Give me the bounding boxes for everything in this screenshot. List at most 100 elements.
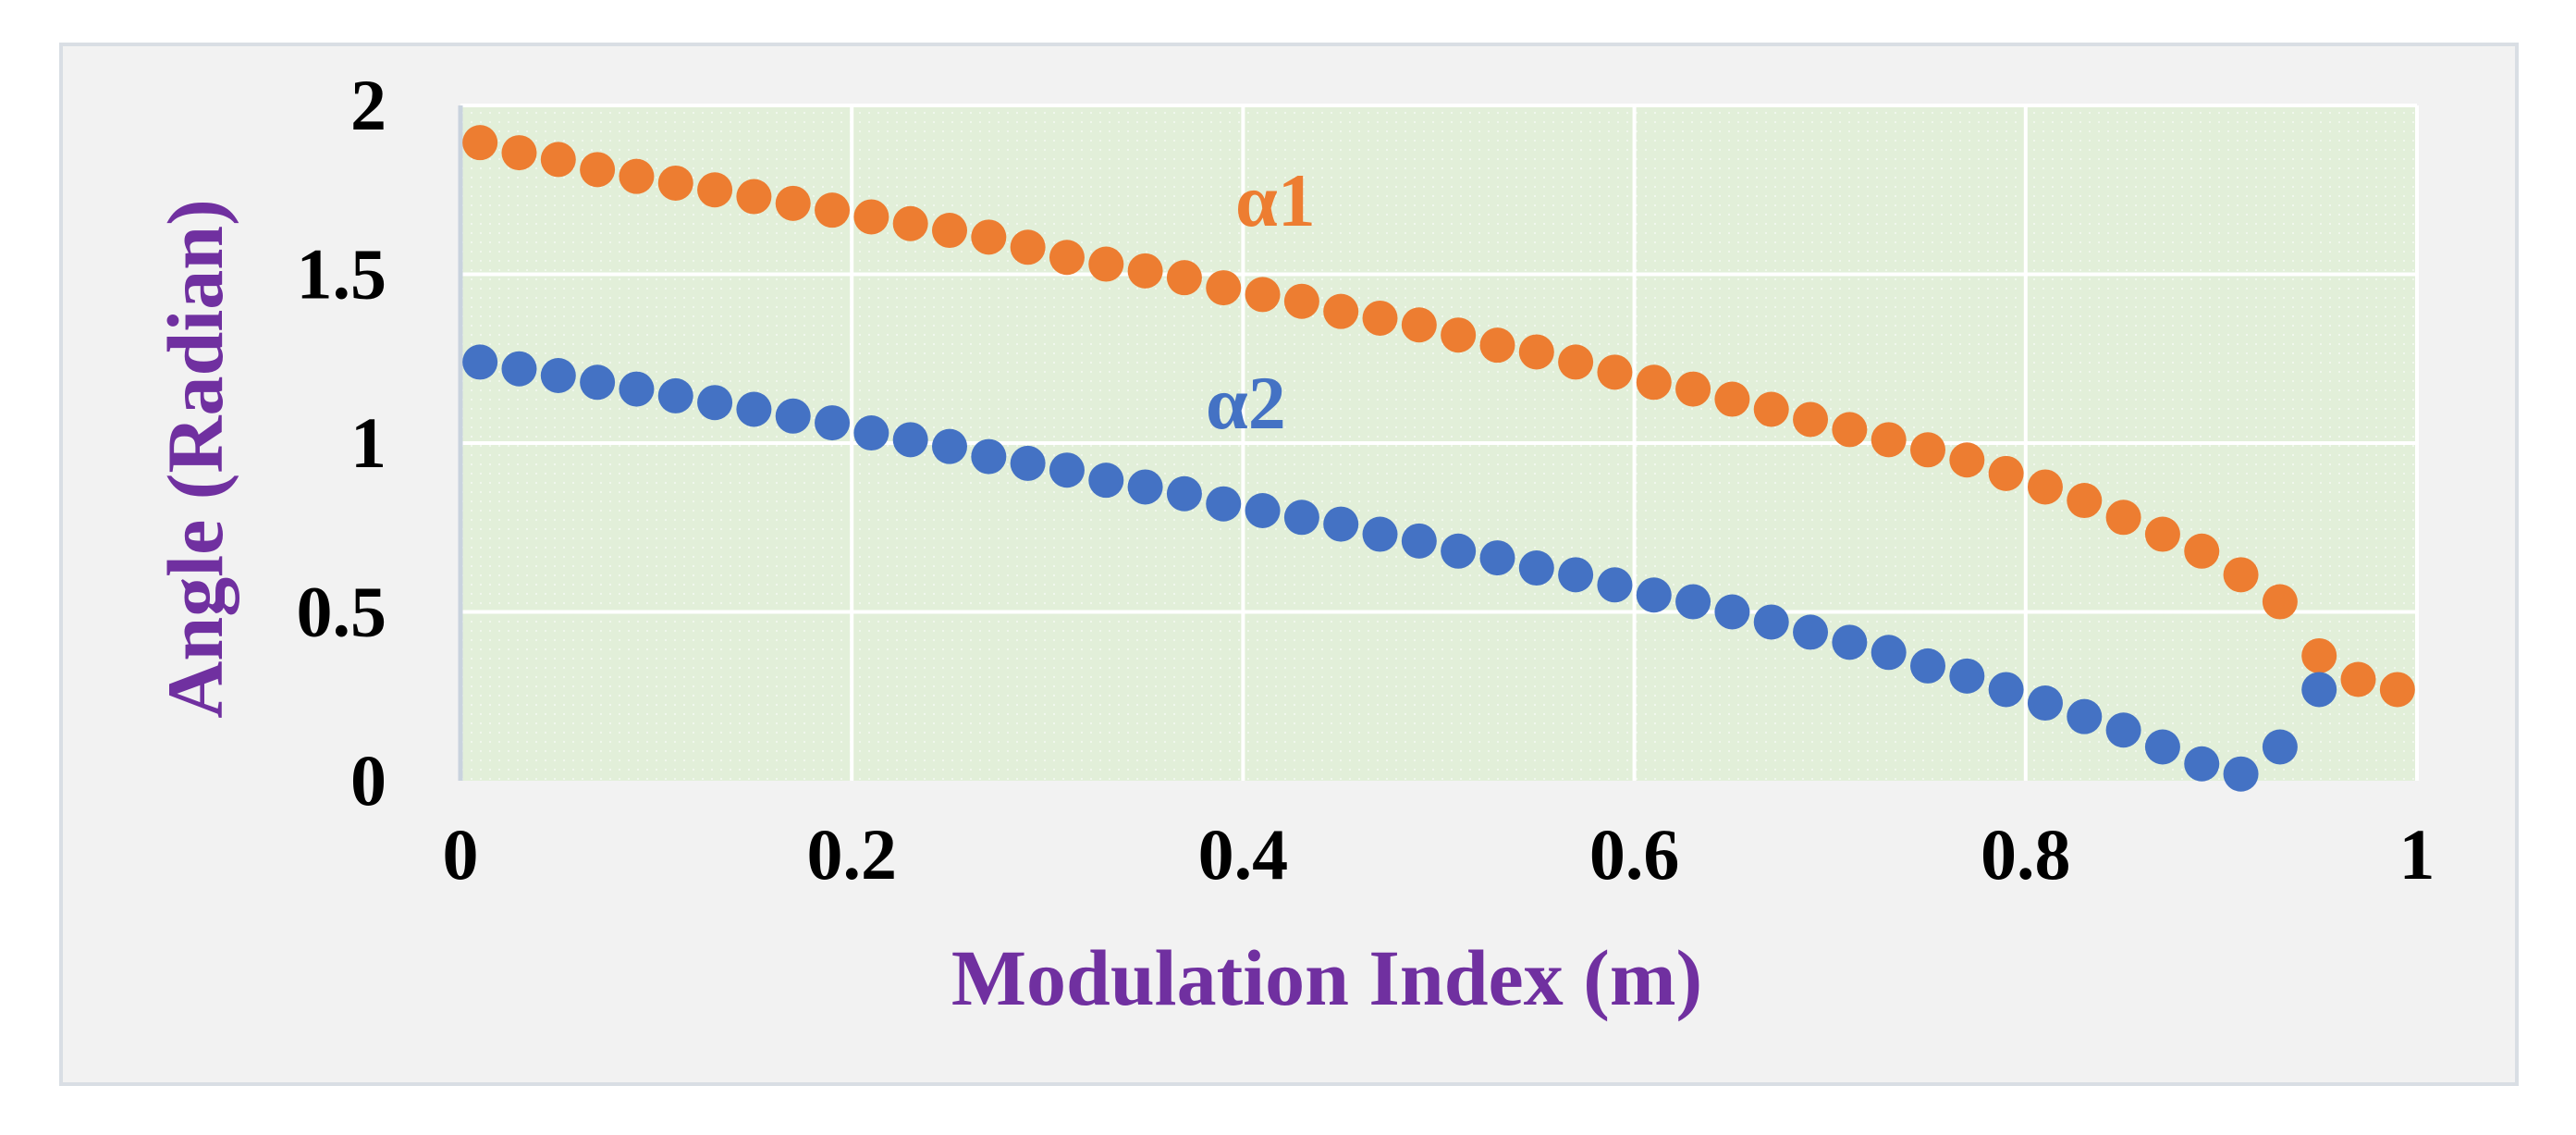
data-point-series-1 [1479,327,1515,364]
data-point-series-1 [815,192,851,228]
data-point-series-2 [971,438,1007,475]
x-tick-label: 0.8 [1981,814,2071,894]
data-point-series-2 [1597,567,1633,603]
data-point-series-1 [1206,270,1242,306]
data-point-series-2 [501,351,537,387]
data-point-series-2 [1362,516,1398,552]
y-tick-label: 0.5 [297,572,387,652]
data-point-series-2 [2301,672,2337,708]
data-point-series-1 [775,185,811,221]
data-point-series-1 [1362,300,1398,336]
data-point-series-2 [815,405,851,441]
data-point-series-1 [2144,516,2180,552]
data-point-series-1 [462,125,498,161]
data-point-series-2 [892,422,928,458]
x-axis-title: Modulation Index (m) [951,933,1702,1022]
y-tick-label: 0 [350,740,386,820]
series-2-points [462,344,2337,792]
y-tick-label: 2 [350,65,386,145]
data-point-series-2 [1323,506,1359,542]
data-point-series-1 [1910,432,1945,468]
data-point-series-1 [1832,412,1868,448]
data-point-series-2 [1088,463,1124,499]
data-point-series-2 [1245,493,1281,528]
data-point-series-2 [1206,486,1242,522]
data-point-series-1 [2262,584,2298,620]
data-point-series-1 [932,213,967,249]
data-point-series-2 [2144,729,2180,765]
data-point-series-1 [2301,637,2337,673]
data-point-series-1 [1675,371,1711,407]
data-point-series-2 [1127,469,1163,505]
data-point-series-2 [1283,500,1319,536]
data-point-series-1 [1088,246,1124,282]
data-point-series-1 [1949,442,1985,478]
data-point-series-1 [892,205,928,241]
data-point-series-2 [1049,452,1085,488]
x-tick-label: 0.4 [1198,814,1289,894]
data-point-series-2 [2105,712,2141,748]
chart-svg: 0 0.5 1 1.5 2 0 0.2 0.4 0.6 0.8 1 α1 α2 Modulatio… [151,65,2435,1022]
data-point-series-2 [2067,698,2103,734]
data-point-series-2 [1441,533,1477,569]
x-tick-label: 1 [2399,814,2435,894]
data-point-series-2 [1675,584,1711,620]
series-1-points [462,125,2415,708]
data-point-series-2 [853,415,889,451]
data-point-series-2 [1010,445,1046,481]
x-tick-label: 0 [443,814,479,894]
data-point-series-1 [971,219,1007,255]
data-point-series-1 [2223,557,2259,593]
data-point-series-2 [736,391,772,427]
series-label-alpha1: α1 [1235,158,1316,242]
data-point-series-2 [1558,557,1594,593]
data-point-series-1 [1049,240,1085,276]
data-point-series-2 [1166,475,1202,512]
chart-frame: 0 0.5 1 1.5 2 0 0.2 0.4 0.6 0.8 1 α1 α2 Modulatio… [59,43,2519,1086]
data-point-series-1 [697,172,733,208]
data-point-series-2 [1793,614,1829,650]
data-point-series-1 [1441,317,1477,353]
data-point-series-1 [1597,354,1633,390]
data-point-series-2 [2262,729,2298,765]
data-point-series-1 [2184,533,2220,569]
data-point-series-2 [932,428,967,464]
data-point-series-1 [1166,260,1202,296]
y-axis-title: Angle (Radian) [151,199,239,718]
data-point-series-2 [1518,550,1554,586]
series-label-alpha2: α2 [1206,361,1286,445]
data-point-series-1 [1871,422,1907,458]
data-point-series-1 [1245,277,1281,313]
data-point-series-2 [697,385,733,421]
data-point-series-1 [736,179,772,215]
data-point-series-1 [1636,364,1672,401]
data-point-series-1 [1323,293,1359,329]
series-layer [462,125,2415,792]
data-point-series-2 [580,364,616,401]
data-point-series-1 [540,142,576,178]
data-point-series-2 [462,344,498,380]
gridlines [460,104,2419,781]
data-point-series-1 [657,165,693,201]
data-point-series-1 [1753,391,1789,427]
data-point-series-1 [1518,334,1554,370]
data-point-series-1 [2067,483,2103,519]
x-tick-label: 0.2 [806,814,897,894]
x-tick-labels: 0 0.2 0.4 0.6 0.8 1 [443,814,2435,894]
data-point-series-2 [2027,685,2063,722]
data-point-series-1 [2340,661,2376,697]
data-point-series-2 [657,377,693,413]
data-point-series-1 [1127,253,1163,289]
data-point-series-1 [501,135,537,171]
data-point-series-1 [1988,455,2024,491]
data-point-series-1 [1010,229,1046,265]
data-point-series-1 [1283,283,1319,319]
data-point-series-2 [775,398,811,434]
data-point-series-1 [1793,401,1829,438]
x-tick-label: 0.6 [1589,814,1680,894]
data-point-series-2 [1832,624,1868,660]
data-point-series-2 [1636,577,1672,613]
y-tick-label: 1.5 [297,234,387,315]
data-point-series-2 [1988,672,2024,708]
data-point-series-1 [1401,307,1437,343]
